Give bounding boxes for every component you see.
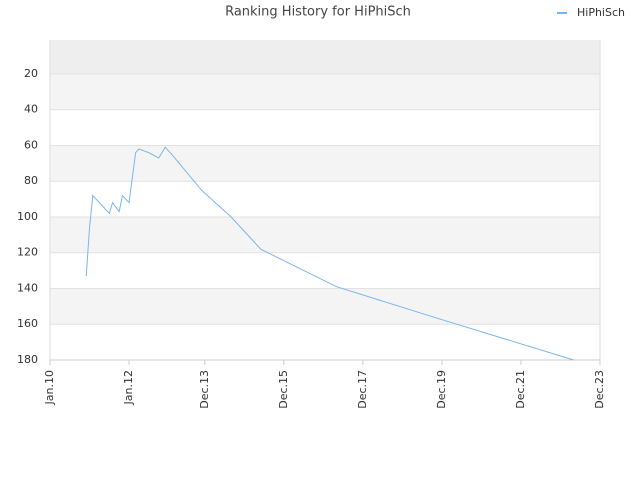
y-tick-label: 20 — [24, 67, 38, 80]
x-tick-label: Dec.23 — [593, 370, 606, 409]
chart-title: Ranking History for HiPhiSch — [225, 5, 411, 20]
plot-band — [50, 252, 600, 289]
x-tick-label: Dec.17 — [356, 370, 369, 409]
y-tick-label: 160 — [17, 317, 38, 330]
y-tick-label: 180 — [17, 353, 38, 366]
x-tick-label: Dec.15 — [277, 370, 290, 409]
y-tick-label: 40 — [24, 103, 38, 116]
plot-band — [50, 73, 600, 110]
legend-label: HiPhiSch — [577, 6, 625, 19]
plot-band — [50, 216, 600, 253]
plot-band — [50, 324, 600, 360]
y-tick-label: 100 — [17, 210, 38, 223]
x-tick-label: Dec.21 — [514, 370, 527, 409]
plot-band — [50, 181, 600, 217]
y-tick-label: 120 — [17, 246, 38, 259]
plot-band — [50, 145, 600, 182]
y-tick-label: 60 — [24, 138, 38, 151]
plot-band — [50, 40, 600, 74]
y-tick-label: 140 — [17, 281, 38, 294]
y-tick-label: 80 — [24, 174, 38, 187]
plot-band — [50, 109, 600, 146]
x-tick-label: Jan.10 — [43, 370, 56, 405]
x-tick-label: Dec.19 — [435, 370, 448, 409]
series-line — [85, 146, 574, 361]
x-tick-label: Dec.13 — [198, 370, 211, 409]
x-tick-label: Jan.12 — [122, 370, 135, 405]
plot-band — [50, 288, 600, 325]
